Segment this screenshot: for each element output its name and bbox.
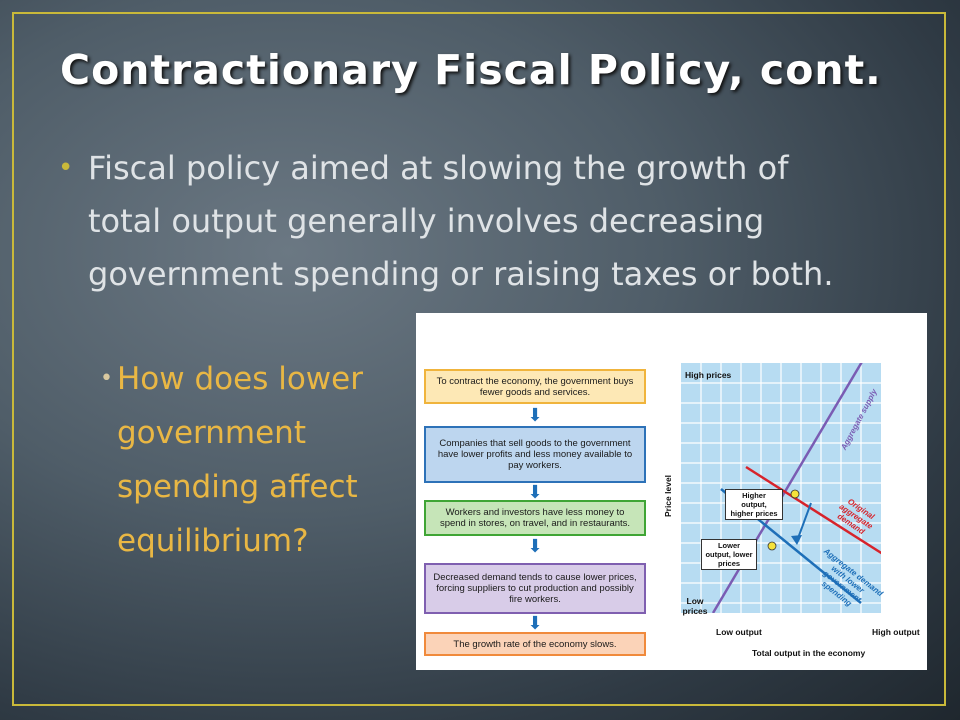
bullet-dot: • bbox=[58, 153, 74, 183]
y-low-label: Low prices bbox=[682, 596, 708, 616]
sub-bullet-dot: • bbox=[100, 366, 113, 391]
slide-border bbox=[12, 12, 946, 706]
flow-step-3: Workers and investors have less money to… bbox=[424, 500, 646, 536]
flow-down-arrow-icon: ⬇ bbox=[527, 405, 543, 426]
graph-gridlines bbox=[681, 363, 881, 613]
new-equilibrium-point bbox=[767, 541, 777, 551]
aggregate-demand-graph bbox=[681, 363, 881, 613]
flow-down-arrow-icon: ⬇ bbox=[527, 613, 543, 634]
main-bullet-text: Fiscal policy aimed at slowing the growt… bbox=[88, 149, 834, 293]
flow-step-5: The growth rate of the economy slows. bbox=[424, 632, 646, 656]
y-axis-label: Price level bbox=[663, 474, 673, 518]
y-high-label: High prices bbox=[685, 370, 732, 380]
slide-title: Contractionary Fiscal Policy, cont. bbox=[60, 46, 882, 94]
demand-shift-arrow bbox=[796, 502, 812, 542]
x-low-label: Low output bbox=[716, 627, 762, 637]
lower-output-callout: Lower output, lower prices bbox=[701, 539, 757, 570]
flow-step-4: Decreased demand tends to cause lower pr… bbox=[424, 563, 646, 614]
demand-shift-arrowhead bbox=[791, 535, 802, 545]
aggregate-supply-line bbox=[711, 363, 863, 613]
x-axis-label: Total output in the economy bbox=[752, 648, 866, 658]
flow-down-arrow-icon: ⬇ bbox=[527, 482, 543, 503]
x-high-label: High output bbox=[872, 627, 920, 637]
flow-step-1: To contract the economy, the government … bbox=[424, 369, 646, 404]
fiscal-policy-figure: To contract the economy, the government … bbox=[416, 313, 927, 670]
higher-output-callout: Higher output, higher prices bbox=[725, 489, 783, 520]
flow-step-2: Companies that sell goods to the governm… bbox=[424, 426, 646, 483]
original-demand-line bbox=[745, 465, 881, 555]
flow-down-arrow-icon: ⬇ bbox=[527, 536, 543, 557]
sub-bullet-text: How does lower government spending affec… bbox=[117, 361, 363, 559]
original-equilibrium-point bbox=[790, 489, 800, 499]
